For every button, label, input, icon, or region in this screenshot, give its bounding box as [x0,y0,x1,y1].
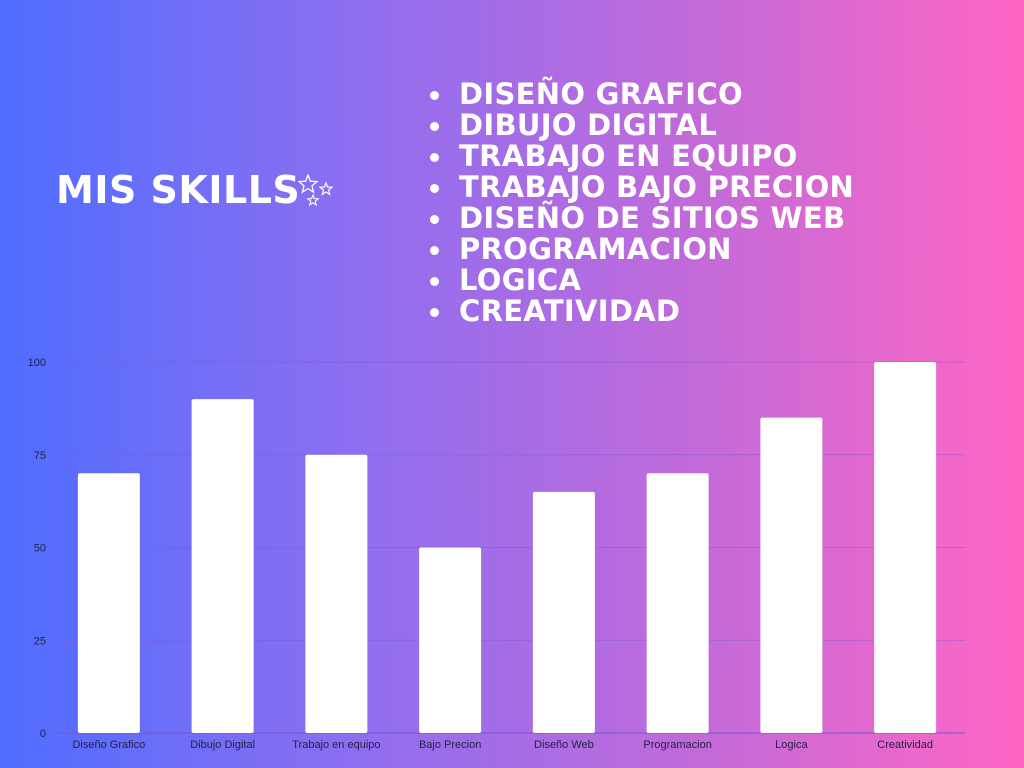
list-item: LOGICA [428,265,854,296]
bullet-icon [430,122,439,131]
y-tick-label: 100 [28,357,46,369]
list-item: TRABAJO EN EQUIPO [428,141,854,172]
bullet-icon [430,308,439,317]
y-tick-label: 75 [34,450,46,462]
gridlines [55,361,965,734]
bullet-icon [430,91,439,100]
skill-label: DISEÑO GRAFICO [459,77,743,111]
bar [191,399,254,733]
bullet-icon [430,277,439,286]
page-title: MIS SKILLS [56,168,301,212]
x-tick-label: Creatividad [877,739,933,751]
y-tick-label: 0 [40,728,46,740]
bullet-icon [430,246,439,255]
x-tick-label: Diseño Grafico [72,739,145,751]
x-tick-label: Dibujo Digital [190,739,255,751]
bars [77,362,937,733]
y-tick-label: 25 [34,635,46,647]
bar [760,417,823,733]
x-tick-label: Logica [775,739,808,751]
x-tick-label: Programacion [643,739,711,751]
x-tick-label: Trabajo en equipo [292,739,380,751]
list-item: DISEÑO GRAFICO [428,79,854,110]
skills-list: DISEÑO GRAFICO DIBUJO DIGITAL TRABAJO EN… [428,79,854,327]
bar [646,473,709,733]
skill-label: TRABAJO EN EQUIPO [459,139,798,173]
bullet-icon [430,153,439,162]
skill-label: CREATIVIDAD [459,294,681,328]
skill-label: PROGRAMACION [459,232,732,266]
skill-label: TRABAJO BAJO PRECION [459,170,855,204]
x-tick-label: Bajo Precion [419,739,481,751]
list-item: CREATIVIDAD [428,296,854,327]
skill-label: DIBUJO DIGITAL [459,108,718,142]
bullet-icon [430,184,439,193]
skill-label: LOGICA [459,263,582,297]
bar [419,547,482,733]
skills-bar-chart: 0 25 50 75 100 Diseño Grafico Dibujo Digital T… [28,357,965,751]
bar [77,473,140,733]
y-tick-label: 50 [34,543,46,555]
x-axis-labels: Diseño Grafico Dibujo Digital Trabajo en e… [72,739,932,751]
list-item: DIBUJO DIGITAL [428,110,854,141]
sparkle-stars-icon [298,174,334,207]
y-axis-ticks: 0 25 50 75 100 [28,357,46,740]
list-item: DISEÑO DE SITIOS WEB [428,203,854,234]
list-item: TRABAJO BAJO PRECION [428,172,854,203]
bar [532,491,595,733]
x-tick-label: Diseño Web [534,739,594,751]
bar [874,362,937,733]
skill-label: DISEÑO DE SITIOS WEB [459,201,846,235]
bullet-icon [430,215,439,224]
bar [305,454,368,733]
list-item: PROGRAMACION [428,234,854,265]
